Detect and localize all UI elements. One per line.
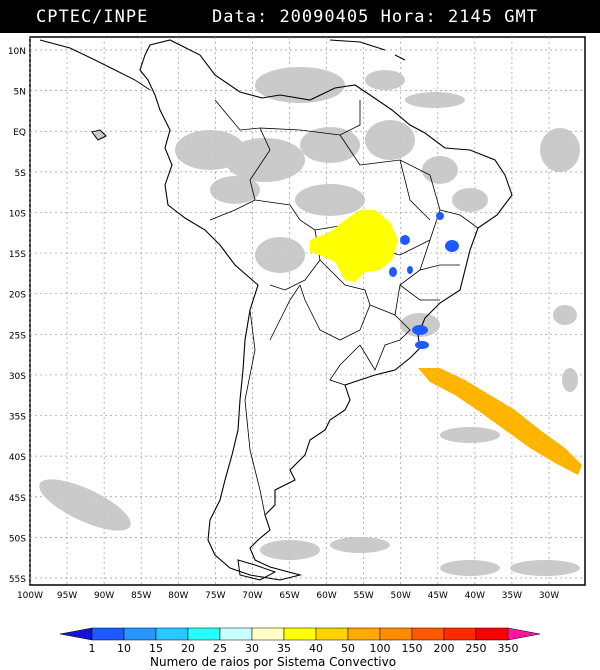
storm-band-orange	[418, 368, 582, 475]
datetime-label: Data: 20090405 Hora: 2145 GMT	[212, 7, 538, 27]
storm-cluster-yellow	[310, 210, 398, 282]
lon-label: 100W	[17, 591, 43, 601]
storm-systems	[310, 210, 582, 475]
colorbar-tick-label: 200	[434, 642, 455, 655]
colorbar-segment	[379, 627, 413, 641]
lat-label: 50S	[9, 534, 26, 544]
colorbar-segment	[315, 627, 349, 641]
colorbar-segment	[187, 627, 221, 641]
colorbar-segment	[347, 627, 381, 641]
lon-label: 75W	[205, 591, 225, 601]
lat-label: 35S	[9, 413, 26, 423]
time-value: 2145	[448, 7, 493, 27]
colorbar-tick-label: 35	[277, 642, 291, 655]
time-label: Hora:	[380, 7, 437, 27]
caribbean-islands	[329, 39, 406, 61]
lat-label: 55S	[9, 575, 26, 585]
date-value: 20090405	[279, 7, 370, 27]
latitude-labels: 10N 5N EQ 5S 10S 15S 20S 25S 30S 35S 40S 45S 50S 55S	[8, 47, 26, 585]
lon-label: 30W	[539, 591, 559, 601]
colorbar-tick-label: 30	[245, 642, 259, 655]
lon-label: 55W	[353, 591, 373, 601]
lon-label: 35W	[502, 591, 522, 601]
colorbar-tick-label: 1	[89, 642, 96, 655]
lon-label: 85W	[131, 591, 151, 601]
colorbar-tick-label: 150	[402, 642, 423, 655]
colorbar: 1 10 15 20 25 30 35 40 50 100 150 200 250 350	[59, 627, 541, 655]
colorbar-tick-label: 250	[466, 642, 487, 655]
lon-label: 65W	[279, 591, 299, 601]
map-frame	[29, 36, 586, 586]
lat-label: 10N	[8, 47, 26, 57]
colorbar-segment	[123, 627, 157, 641]
colorbar-tick-label: 50	[341, 642, 355, 655]
colorbar-segment	[411, 627, 445, 641]
lon-label: 90W	[94, 591, 114, 601]
tierra-del-fuego	[237, 559, 277, 581]
date-label: Data:	[212, 7, 269, 27]
colorbar-segment	[475, 627, 509, 641]
colorbar-segment	[219, 627, 253, 641]
lon-label: 60W	[316, 591, 336, 601]
colorbar-tick-label: 350	[498, 642, 519, 655]
lon-label: 80W	[168, 591, 188, 601]
colorbar-tick-label: 10	[117, 642, 131, 655]
lon-label: 95W	[57, 591, 77, 601]
header-bar: CPTEC/INPE Data: 20090405 Hora: 2145 GMT	[0, 0, 600, 33]
lat-label: 25S	[9, 331, 26, 341]
graticule	[29, 37, 585, 585]
colorbar-segment	[155, 627, 189, 641]
central-america-coastline	[39, 39, 151, 91]
lon-label: 50W	[391, 591, 411, 601]
colorbar-segment	[251, 627, 285, 641]
colorbar-segment	[507, 627, 541, 641]
lat-label: 45S	[9, 494, 26, 504]
galapagos-islands	[91, 129, 107, 141]
lat-label: 20S	[9, 291, 26, 301]
colorbar-tick-label: 100	[370, 642, 391, 655]
colorbar-tick-label: 20	[181, 642, 195, 655]
lat-label: 30S	[9, 372, 26, 382]
lat-label: EQ	[13, 128, 26, 138]
tz-value: GMT	[504, 7, 538, 27]
lon-label: 45W	[428, 591, 448, 601]
south-america-coastline	[139, 39, 513, 581]
colorbar-tick-label: 25	[213, 642, 227, 655]
colorbar-segment	[443, 627, 477, 641]
lat-label: 5N	[14, 88, 26, 98]
colorbar-title: Numero de raios por Sistema Convectivo	[150, 655, 397, 669]
lon-label: 40W	[465, 591, 485, 601]
colorbar-tick-label: 40	[309, 642, 323, 655]
colorbar-segment	[283, 627, 317, 641]
lat-label: 10S	[9, 209, 26, 219]
storm-cells-blue	[389, 212, 459, 349]
lon-label: 70W	[242, 591, 262, 601]
colorbar-segment	[59, 627, 93, 641]
longitude-labels: 100W 95W 90W 85W 80W 75W 70W 65W 60W 55W 50W 45W 40W…	[17, 591, 559, 601]
lat-label: 40S	[9, 453, 26, 463]
lat-label: 5S	[15, 169, 27, 179]
source-label: CPTEC/INPE	[36, 7, 149, 27]
colorbar-tick-label: 15	[149, 642, 163, 655]
colorbar-segment	[91, 627, 125, 641]
lat-label: 15S	[9, 250, 26, 260]
